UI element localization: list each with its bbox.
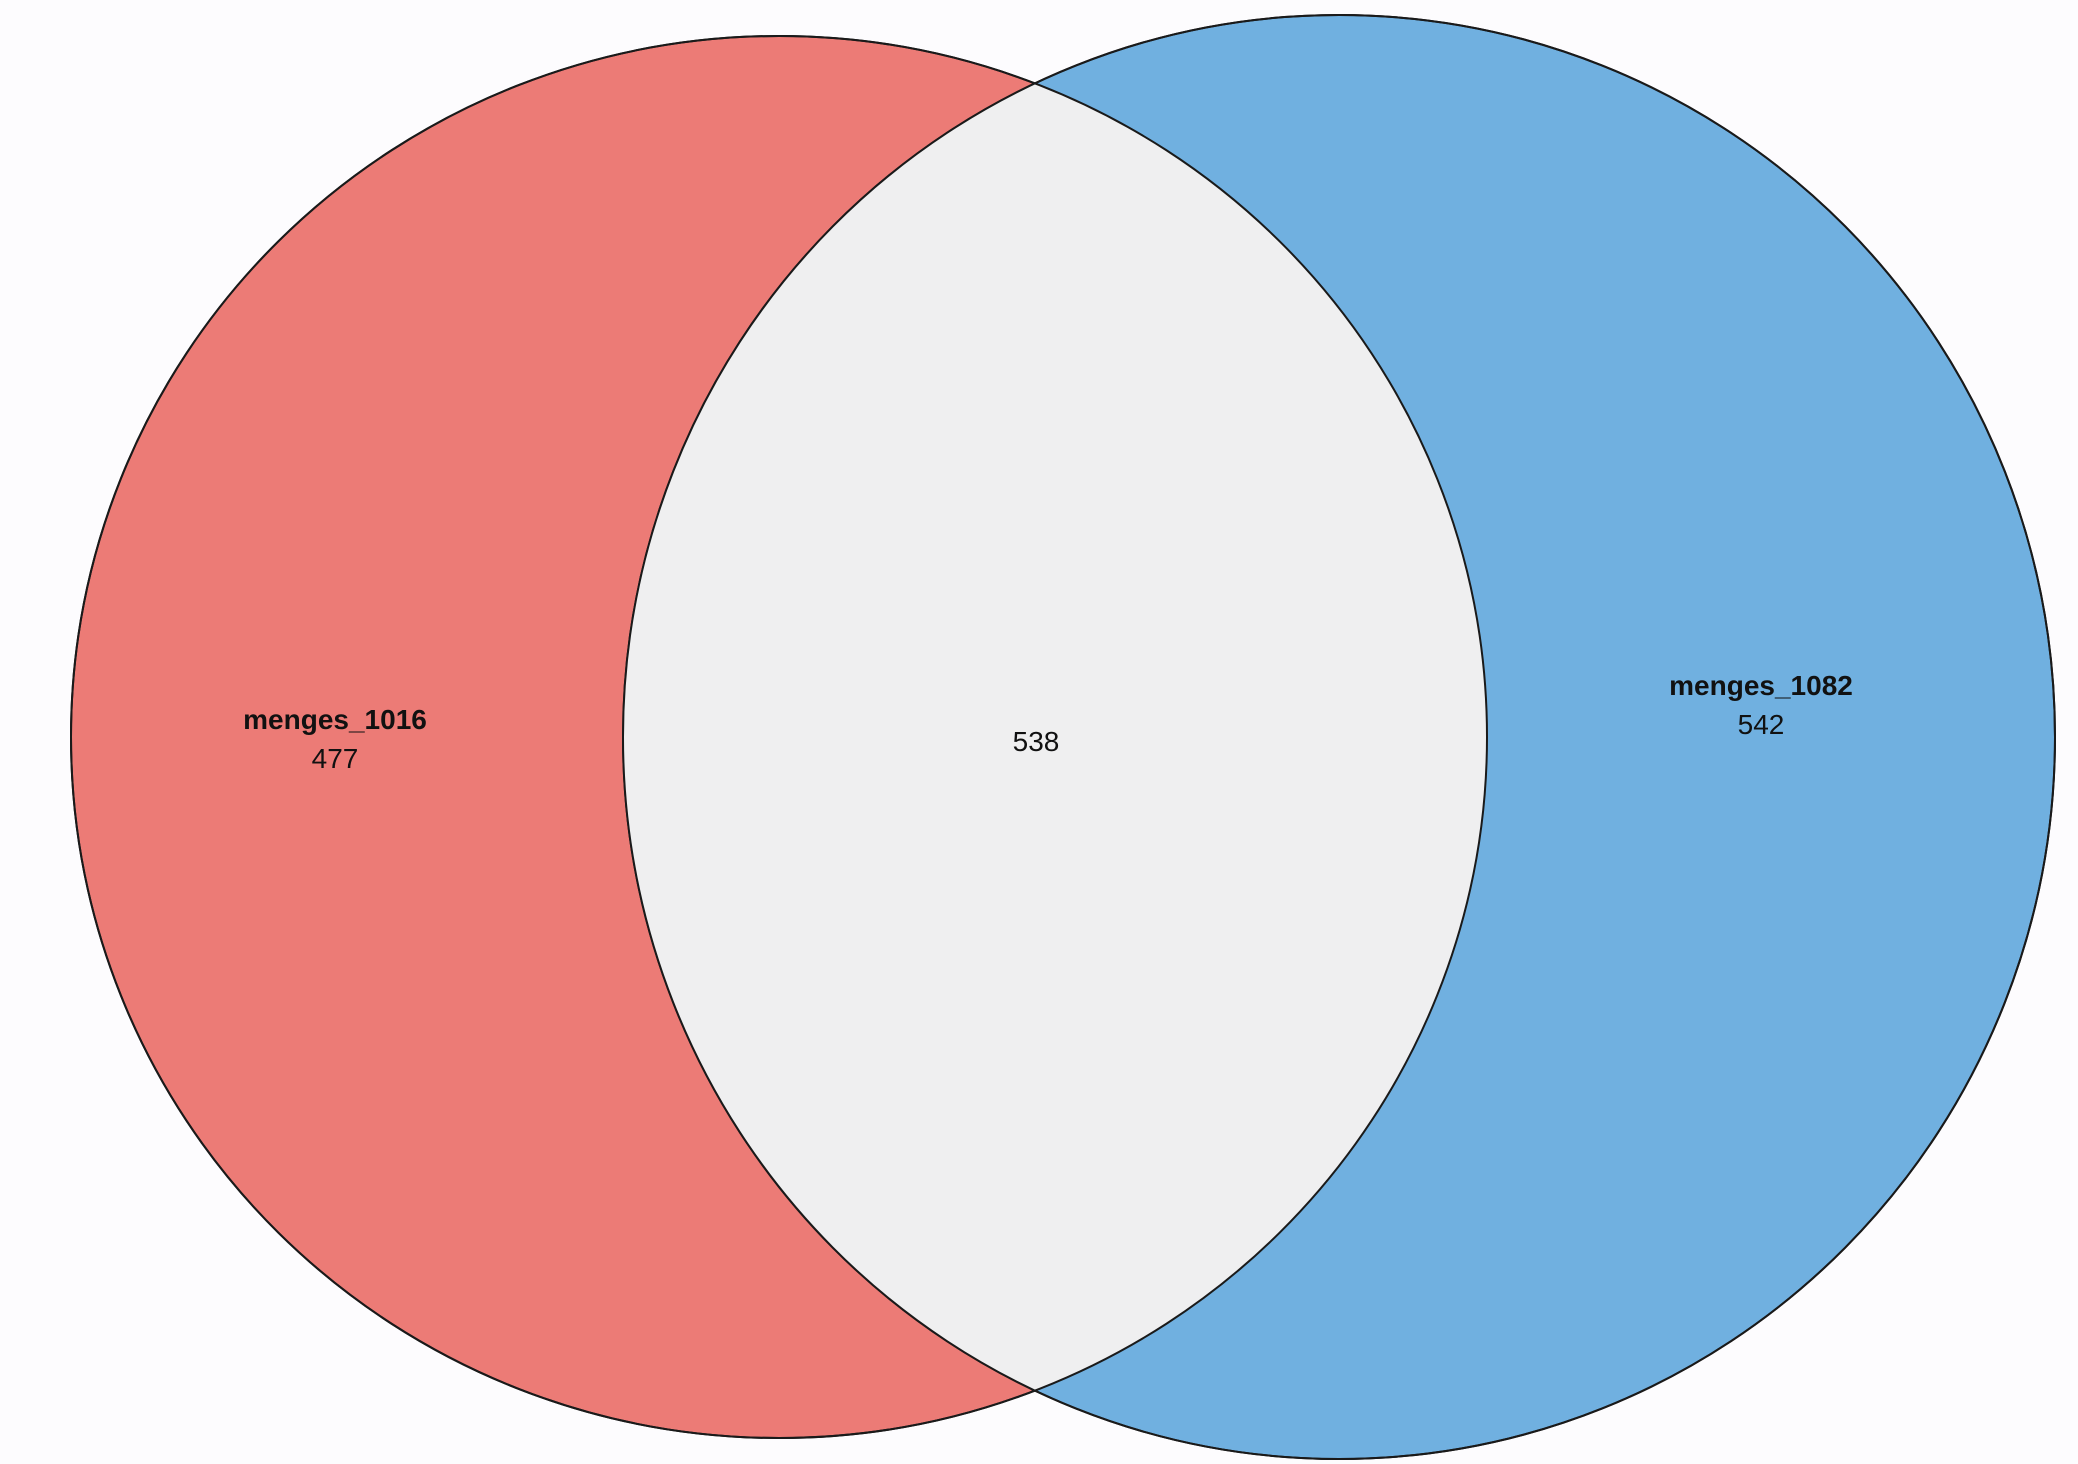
set-right-name: menges_1082	[1669, 670, 1853, 701]
set-left-name: menges_1016	[243, 704, 427, 735]
set-right-count: 542	[1738, 709, 1785, 740]
set-left-outline	[70, 35, 1488, 1439]
set-right-outline	[622, 14, 2056, 1460]
intersection-count: 538	[1013, 726, 1060, 757]
intersection-region	[623, 36, 1487, 1438]
set-left-count: 477	[312, 743, 359, 774]
